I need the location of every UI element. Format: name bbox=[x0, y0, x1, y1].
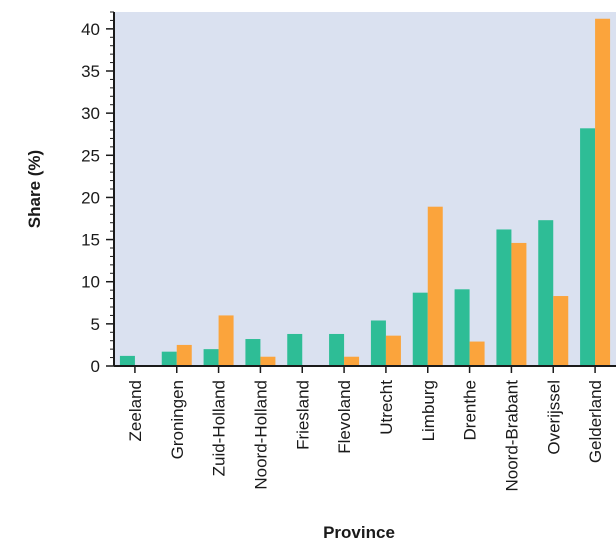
bar-gelderland-series-2 bbox=[595, 18, 611, 367]
x-tick-label: Gelderland bbox=[586, 380, 605, 463]
bar-noord-holland-series-1 bbox=[245, 339, 261, 366]
y-axis-title: Share (%) bbox=[25, 150, 44, 228]
bars-group bbox=[119, 18, 611, 367]
bar-utrecht-series-1 bbox=[370, 320, 386, 366]
bar-zuid-holland-series-1 bbox=[203, 349, 219, 366]
bar-flevoland-series-1 bbox=[329, 333, 345, 366]
x-tick-label: Zuid-Holland bbox=[210, 380, 229, 476]
x-tick-label: Limburg bbox=[419, 380, 438, 441]
x-axis: Zeeland Groningen Zuid-Holland Noord-Hollan… bbox=[114, 365, 616, 492]
y-tick-label: 10 bbox=[81, 273, 100, 292]
bar-flevoland-series-2 bbox=[344, 356, 360, 366]
bar-zeeland-series-1 bbox=[119, 355, 135, 366]
y-tick-label: 15 bbox=[81, 231, 100, 250]
x-tick-label: Utrecht bbox=[377, 380, 396, 435]
bar-drenthe-series-1 bbox=[454, 289, 470, 366]
x-tick-label: Overijssel bbox=[544, 380, 563, 455]
bar-limburg-series-1 bbox=[412, 292, 428, 366]
y-tick-label: 40 bbox=[81, 20, 100, 39]
plot-area bbox=[114, 12, 616, 366]
y-tick-label: 20 bbox=[81, 188, 100, 207]
x-tick-label: Noord-Brabant bbox=[502, 380, 521, 492]
y-tick-label: 0 bbox=[91, 357, 100, 376]
x-tick-label: Noord-Holland bbox=[251, 380, 270, 490]
x-tick-label: Groningen bbox=[168, 380, 187, 459]
bar-noord-brabant-series-2 bbox=[511, 242, 527, 366]
bar-overijssel-series-2 bbox=[553, 296, 569, 366]
bar-overijssel-series-1 bbox=[538, 220, 554, 366]
x-tick-label: Flevoland bbox=[335, 380, 354, 454]
y-tick-label: 35 bbox=[81, 62, 100, 81]
y-tick-label: 30 bbox=[81, 104, 100, 123]
x-tick-label: Drenthe bbox=[461, 380, 480, 440]
y-axis: 0 5 10 15 20 25 30 35 40 bbox=[81, 11, 115, 376]
bar-utrecht-series-2 bbox=[385, 335, 401, 366]
bar-zuid-holland-series-2 bbox=[218, 315, 234, 366]
bar-groningen-series-1 bbox=[161, 351, 177, 366]
bar-drenthe-series-2 bbox=[469, 341, 485, 366]
x-tick-label: Zeeland bbox=[126, 380, 145, 441]
bar-noord-holland-series-2 bbox=[260, 356, 276, 366]
y-tick-label: 5 bbox=[91, 315, 100, 334]
bar-gelderland-series-1 bbox=[580, 128, 596, 366]
x-tick-label: Friesland bbox=[293, 380, 312, 450]
y-tick-label: 25 bbox=[81, 146, 100, 165]
bar-noord-brabant-series-1 bbox=[496, 229, 512, 366]
bar-limburg-series-2 bbox=[427, 206, 443, 366]
x-axis-title: Province bbox=[323, 523, 395, 542]
bar-friesland-series-1 bbox=[287, 333, 303, 366]
bar-groningen-series-2 bbox=[176, 344, 192, 366]
